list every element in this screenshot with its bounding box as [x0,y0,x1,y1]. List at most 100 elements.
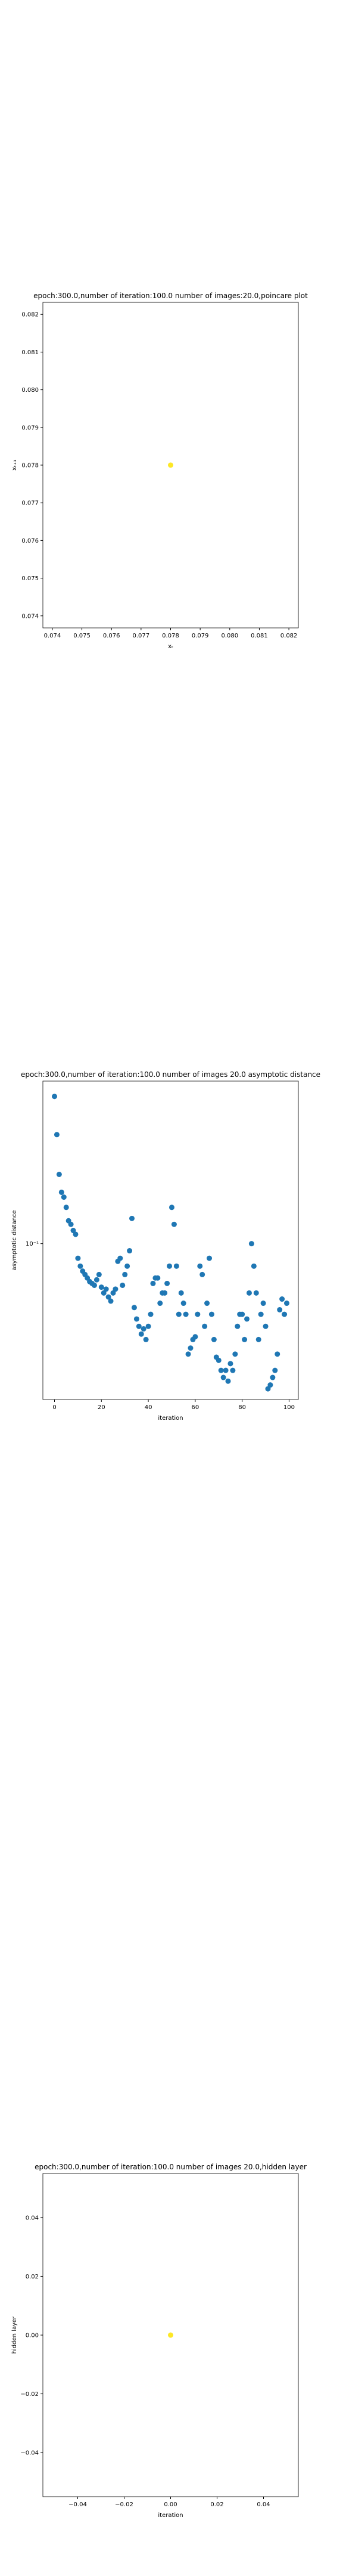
x-tick-label: 0.076 [103,633,120,639]
y-tick-label: 10⁻¹ [26,1241,39,1247]
point [244,1316,250,1322]
point [199,1271,205,1277]
point [167,1263,173,1269]
point [232,1351,238,1357]
point [183,1311,189,1317]
point [54,1132,60,1138]
y-tick-label: 0.075 [21,575,39,582]
point [195,1311,201,1317]
point [113,1286,119,1292]
point [171,1221,177,1227]
point [208,1311,214,1317]
point [120,1282,126,1288]
x-tick-label: 0.079 [192,633,209,639]
x-tick-label: 60 [191,1404,199,1411]
x-axis-label: iteration [158,1415,183,1422]
point [207,1255,212,1261]
point [211,1336,217,1342]
x-tick-label: 0.082 [280,633,298,639]
y-tick-label: −0.02 [20,2391,39,2398]
y-tick-label: 0.078 [21,463,39,469]
point [185,1351,191,1357]
y-axis-label: hidden layer [11,2316,18,2354]
point [202,1323,208,1329]
x-tick-label: 40 [145,1404,152,1411]
point [218,1367,224,1373]
point [258,1311,264,1317]
point [220,1374,226,1380]
x-tick-label: 0.00 [164,2501,177,2508]
point [124,1263,130,1269]
point [127,1248,133,1254]
point [148,1311,154,1317]
point [272,1367,278,1373]
point [129,1215,135,1221]
point [133,1316,139,1322]
point [255,1336,261,1342]
point [242,1336,248,1342]
point [138,1331,144,1337]
point [91,1282,97,1288]
x-tick-label: 0 [52,1404,56,1411]
x-tick-label: 0.04 [257,2501,270,2508]
point [176,1311,182,1317]
point [105,1294,111,1300]
point [178,1290,184,1296]
point [225,1378,231,1384]
point [248,1241,254,1247]
point [56,1171,62,1177]
point [239,1311,245,1317]
chart-title: epoch:300.0,number of iteration:100.0 nu… [21,1070,320,1079]
x-tick-label: 0.074 [44,633,61,639]
x-tick-label: 0.078 [162,633,179,639]
point [98,1284,104,1290]
point [204,1301,210,1306]
point [235,1323,241,1329]
x-tick-label: −0.02 [115,2501,133,2508]
point [63,1205,69,1210]
y-tick-label: 0.076 [21,538,39,544]
point [265,1386,271,1392]
point [75,1255,81,1261]
axes-frame [42,1080,299,1400]
point [141,1326,146,1332]
point [169,1205,174,1210]
point [73,1231,79,1237]
point [101,1290,107,1296]
x-tick-label: 0.075 [73,633,91,639]
y-tick-label: 0.079 [21,425,39,431]
y-tick-label: 0.00 [26,2333,39,2339]
point [216,1357,222,1363]
point [275,1351,280,1357]
point [230,1367,236,1373]
x-tick-label: 20 [98,1404,105,1411]
x-axis-label: iteration [158,2512,183,2519]
point [117,1255,123,1261]
point [103,1286,109,1292]
point [122,1271,128,1277]
y-axis-label: asymptotic distance [11,1210,18,1270]
y-tick-label: 0.080 [21,387,39,394]
point [52,1094,57,1100]
y-tick-label: 0.02 [26,2274,39,2280]
point [263,1323,269,1329]
point [279,1296,285,1302]
point [192,1334,198,1340]
point [253,1290,259,1296]
point [145,1323,151,1329]
point [131,1305,137,1311]
x-tick-label: 80 [238,1404,246,1411]
point [180,1301,186,1306]
x-tick-label: 0.080 [221,633,238,639]
point [284,1301,289,1306]
point [246,1290,252,1296]
x-tick-label: −0.04 [68,2501,87,2508]
point [93,1277,99,1283]
y-tick-label: 0.077 [21,500,39,507]
point [277,1306,283,1312]
point [168,2332,173,2338]
y-tick-label: −0.04 [20,2450,39,2457]
point [136,1323,142,1329]
x-tick-label: 100 [283,1404,295,1411]
